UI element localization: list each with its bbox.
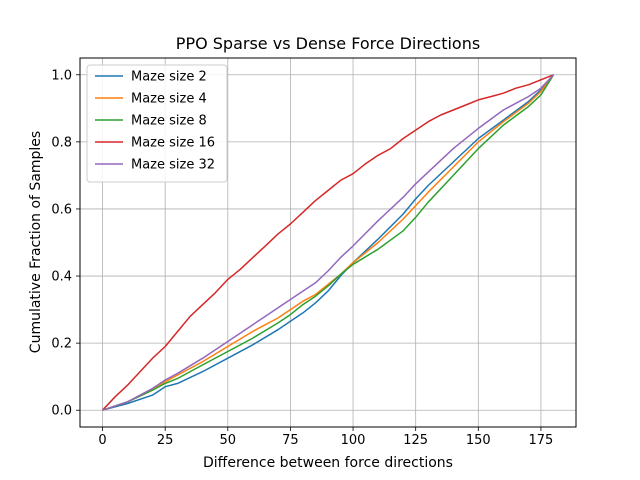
- y-tick-label: 0.6: [51, 202, 72, 217]
- series-line-3: [102, 74, 555, 411]
- legend-box: [86, 64, 228, 183]
- series-line-4: [101, 74, 554, 411]
- legend-label: Maze size 16: [131, 136, 215, 151]
- series-line-1: [102, 74, 555, 411]
- chart-title: PPO Sparse vs Dense Force Directions: [176, 34, 480, 53]
- x-tick-label: 175: [529, 433, 554, 448]
- y-tick-label: 0.8: [51, 135, 72, 150]
- series-line-2: [102, 74, 555, 411]
- series-lines: [101, 74, 555, 411]
- y-axis-label: Cumulative Fraction of Samples: [28, 131, 44, 353]
- x-tick-label: 25: [157, 433, 174, 448]
- grid: [80, 58, 576, 427]
- x-tick-label: 75: [282, 433, 299, 448]
- legend-label: Maze size 4: [131, 92, 207, 107]
- x-tick-label: 125: [403, 433, 428, 448]
- x-tick-label: 150: [466, 433, 491, 448]
- y-axis-ticks: 0.0 0.2 0.4 0.6 0.8 1.0: [51, 68, 80, 419]
- x-tick-label: 0: [98, 433, 106, 448]
- x-tick-label: 50: [220, 433, 237, 448]
- y-tick-label: 0.4: [51, 270, 72, 285]
- series-line-5: [102, 74, 555, 411]
- y-tick-label: 0.2: [51, 337, 72, 352]
- x-tick-label: 100: [341, 433, 366, 448]
- plot-frame: [79, 57, 577, 428]
- legend: Maze size 2 Maze size 4 Maze size 8 Maze si…: [86, 64, 228, 183]
- x-axis-label: Difference between force directions: [203, 455, 453, 471]
- y-tick-label: 1.0: [51, 68, 72, 83]
- legend-label: Maze size 32: [131, 158, 215, 173]
- x-axis-ticks: 0 25 50 75 100 125 150 175: [98, 427, 553, 448]
- legend-label: Maze size 2: [131, 70, 207, 85]
- y-tick-label: 0.0: [51, 404, 72, 419]
- legend-label: Maze size 8: [131, 114, 207, 129]
